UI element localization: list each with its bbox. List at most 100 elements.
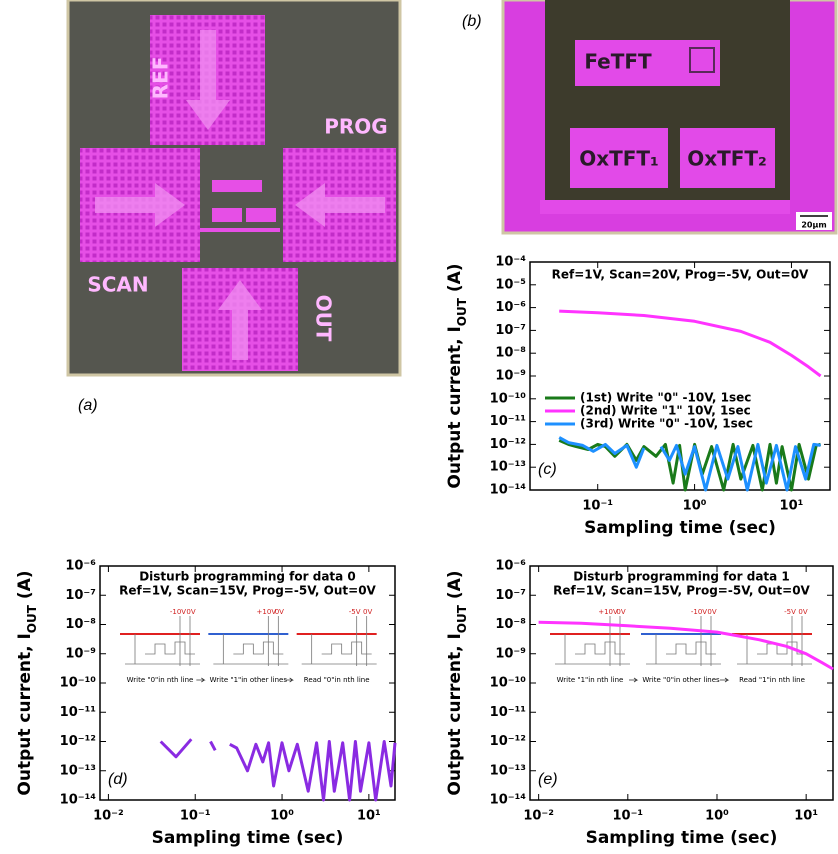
arrow xyxy=(218,280,262,360)
inset-voltage: -10V xyxy=(691,608,707,616)
inset-voltage: -5V xyxy=(349,608,361,616)
y-axis-label-part: Output current, I xyxy=(445,633,465,795)
x-tick-label: 10⁻² xyxy=(93,809,124,824)
x-tick-label: 10⁻¹ xyxy=(180,809,211,824)
y-tick-label: 10⁻¹⁴ xyxy=(490,793,527,808)
device xyxy=(246,208,276,222)
inset-circuit xyxy=(301,616,377,666)
inset-arrow xyxy=(720,677,730,683)
pad-label: SCAN xyxy=(87,273,148,297)
arrow xyxy=(95,183,185,227)
legend-label: (1st) Write "0" -10V, 1sec xyxy=(580,391,751,405)
y-tick-label: 10⁻¹¹ xyxy=(60,705,96,720)
panel-label: (c) xyxy=(538,461,557,478)
y-axis-label: Output current, IOUT (A) xyxy=(445,570,469,795)
x-axis-label: Sampling time (sec) xyxy=(586,828,778,848)
inset-circuit xyxy=(213,616,289,666)
y-tick-label: 10⁻¹⁰ xyxy=(490,676,527,691)
y-tick-label: 10⁻¹³ xyxy=(60,763,96,778)
inset-arrow xyxy=(284,677,294,683)
x-tick-label: 10⁻¹ xyxy=(612,809,643,824)
series-line xyxy=(558,439,821,492)
y-tick-label: 10⁻⁸ xyxy=(65,617,96,632)
y-tick-label: 10⁻¹⁰ xyxy=(60,676,97,691)
inset-voltage: 0V xyxy=(275,608,284,616)
device xyxy=(200,228,280,232)
y-tick-label: 10⁻¹² xyxy=(60,734,96,749)
y-tick-label: 10⁻⁷ xyxy=(495,323,526,338)
inset-caption: Read "0"in nth line xyxy=(304,676,370,684)
inset-voltage: 0V xyxy=(616,608,625,616)
photo-b: FeTFT OxTFT₁ OxTFT₂ 20μm xyxy=(501,0,838,235)
inset-circuit xyxy=(555,616,630,666)
x-tick-label: 10⁻² xyxy=(523,809,554,824)
y-tick-label: 10⁻⁸ xyxy=(495,346,526,361)
inset-caption: Write "1"in other lines xyxy=(210,676,288,684)
annotation: Ref=1V, Scan=15V, Prog=-5V, Out=0V xyxy=(119,584,376,598)
inset-voltage: 0V xyxy=(363,608,372,616)
panel-label: (e) xyxy=(538,771,558,788)
x-tick-label: 10⁰ xyxy=(683,499,707,514)
inset-voltage: +10V xyxy=(598,608,618,616)
annotation: Ref=1V, Scan=15V, Prog=-5V, Out=0V xyxy=(553,584,810,598)
y-axis-label: Output current, IOUT (A) xyxy=(445,263,469,488)
inset-caption: Write "0"in other lines xyxy=(642,676,720,684)
device xyxy=(212,180,262,192)
series-line xyxy=(538,620,834,671)
y-tick-label: 10⁻¹⁰ xyxy=(490,391,527,406)
y-tick-label: 10⁻⁹ xyxy=(495,646,526,661)
y-tick-label: 10⁻⁷ xyxy=(495,588,526,603)
plot-area xyxy=(529,565,834,801)
x-tick-label: 10¹ xyxy=(357,809,381,824)
via xyxy=(689,47,715,73)
panel-label: (b) xyxy=(462,13,482,30)
device-label: FeTFT xyxy=(584,50,652,74)
scale-label: 20μm xyxy=(801,221,826,230)
series-line xyxy=(559,309,822,378)
y-tick-label: 10⁻⁵ xyxy=(495,277,526,292)
series-line xyxy=(558,436,821,492)
inset-voltage: -10V xyxy=(170,608,186,616)
y-axis-label-part: Output current, I xyxy=(15,633,35,795)
y-tick-label: 10⁻⁸ xyxy=(495,617,526,632)
chart: 10⁻⁴ 10⁻⁵ 10⁻⁶ 10⁻⁷ 10⁻⁸ 10⁻⁹ 10⁻¹⁰ 10⁻¹¹ 10⁻¹² 1… xyxy=(445,255,831,538)
chart: 10⁻⁶ 10⁻⁷ 10⁻⁸ 10⁻⁹ 10⁻¹⁰ 10⁻¹¹ 10⁻¹² 10⁻¹³ 10⁻¹… xyxy=(15,559,397,848)
arrow xyxy=(186,30,230,130)
annotation: Ref=1V, Scan=20V, Prog=-5V, Out=0V xyxy=(552,268,809,282)
x-axis-label: Sampling time (sec) xyxy=(152,828,344,848)
inset-caption: Write "1"in nth line xyxy=(557,676,624,684)
inset-voltage: 0V xyxy=(186,608,195,616)
wire xyxy=(540,200,790,214)
inset-caption: Write "0"in nth line xyxy=(127,676,194,684)
y-tick-label: 10⁻¹⁴ xyxy=(490,483,527,498)
pad-label: OUT xyxy=(312,295,336,342)
inset-caption: Read "1"in nth line xyxy=(739,676,805,684)
y-axis-label-part: Output current, I xyxy=(445,326,465,488)
y-tick-label: 10⁻¹⁴ xyxy=(60,793,97,808)
y-tick-label: 10⁻¹² xyxy=(490,437,526,452)
inset-circuit xyxy=(646,616,721,666)
y-tick-label: 10⁻¹² xyxy=(490,734,526,749)
inset-voltage: 0V xyxy=(798,608,807,616)
y-tick-label: 10⁻⁶ xyxy=(495,559,526,574)
y-axis-label-part: (A) xyxy=(15,570,35,605)
x-tick-label: 10⁰ xyxy=(270,809,294,824)
inset-voltage: +10V xyxy=(257,608,277,616)
y-tick-label: 10⁻¹³ xyxy=(490,460,526,475)
x-tick-label: 10¹ xyxy=(780,499,804,514)
photo-a: REF PROG SCAN OUT xyxy=(66,0,402,377)
inset-circuit xyxy=(125,616,200,666)
device xyxy=(680,128,775,188)
x-tick-label: 10¹ xyxy=(794,809,818,824)
device-label: OxTFT₁ xyxy=(579,147,659,171)
inset-circuit xyxy=(737,616,812,666)
y-tick-label: 10⁻¹¹ xyxy=(490,414,526,429)
pad-label: PROG xyxy=(324,115,387,139)
y-axis-label: Output current, IOUT (A) xyxy=(15,570,39,795)
arrow xyxy=(295,183,385,227)
y-axis-label-part: OUT xyxy=(455,604,469,633)
inset-arrow xyxy=(196,677,206,683)
x-axis-label: Sampling time (sec) xyxy=(584,518,776,538)
y-tick-label: 10⁻¹¹ xyxy=(490,705,526,720)
